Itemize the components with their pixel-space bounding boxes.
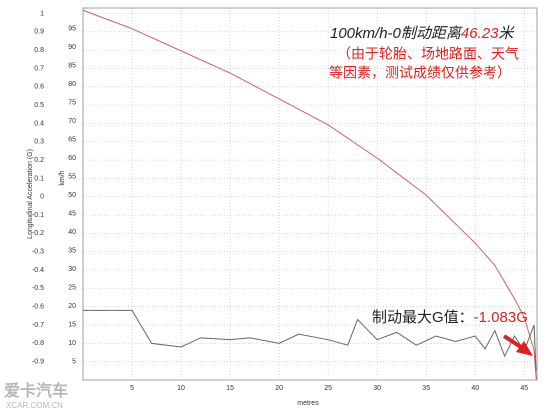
y-tick-label: 0.5: [34, 102, 44, 109]
x-tick-label: 35: [422, 385, 430, 392]
y2-tick-label: 20: [68, 303, 76, 310]
x-axis-title: metres: [297, 400, 319, 407]
y2-tick-label: 70: [68, 118, 76, 125]
y-tick-label: 1: [40, 10, 44, 17]
y-tick-label: -0.7: [32, 322, 44, 329]
plot-frame: [82, 7, 538, 381]
series-line: [82, 9, 537, 381]
y-tick-label: 0.6: [34, 84, 44, 91]
annotation-note: （由于轮胎、场地路面、天气: [337, 46, 519, 62]
x-tick-label: 20: [275, 385, 283, 392]
arrow: [502, 334, 533, 356]
y-tick-label: -0.2: [32, 230, 44, 237]
y-tick-label: -0.4: [32, 267, 44, 274]
x-tick-label: 30: [373, 385, 381, 392]
y2-tick-label: 50: [68, 192, 76, 199]
y2-tick-label: 35: [68, 247, 76, 254]
y2-tick-label: 55: [68, 173, 76, 180]
x-tick-label: 45: [520, 385, 528, 392]
watermark: 爱卡汽车: [4, 381, 68, 400]
x-tick-label: 10: [177, 385, 185, 392]
annotation-value: 46.23: [461, 25, 499, 42]
y2-tick-label: 90: [68, 44, 76, 51]
annotation-note: 等因素，测试成绩仅供参考）: [329, 65, 511, 81]
y-tick-label: -0.8: [32, 340, 44, 347]
y2-axis-title: km/h: [59, 170, 66, 185]
y2-tick-label: 75: [68, 100, 76, 107]
y-tick-label: -0.6: [32, 304, 44, 311]
y2-tick-label: 95: [68, 26, 76, 33]
y2-tick-label: 15: [68, 321, 76, 328]
annotation: 制动最大G值：-1.083G: [372, 309, 528, 326]
x-tick-label: 40: [471, 385, 479, 392]
annotation-text: 制动最大G值：: [372, 309, 474, 326]
y2-tick-label: 85: [68, 63, 76, 70]
y2-tick-label: 65: [68, 136, 76, 143]
y2-tick-label: 10: [68, 340, 76, 347]
y2-tick-label: 40: [68, 229, 76, 236]
y-tick-label: 0.4: [34, 120, 44, 127]
annotation-value: -1.083G: [474, 309, 528, 326]
y-tick-label: 0.7: [34, 65, 44, 72]
y-tick-label: 0.3: [34, 139, 44, 146]
y-tick-label: 0.8: [34, 47, 44, 54]
annotation-text: 100km/h-0制动距离: [330, 25, 463, 42]
y2-tick-label: 80: [68, 81, 76, 88]
x-tick-label: 5: [130, 385, 134, 392]
x-tick-label: 15: [226, 385, 234, 392]
y-tick-label: -0.3: [32, 249, 44, 256]
y2-tick-label: 30: [68, 266, 76, 273]
y-tick-label: -0.5: [32, 285, 44, 292]
y-tick-label: 0: [40, 194, 44, 201]
y-tick-label: -0.9: [32, 359, 44, 366]
y-tick-label: 0.2: [34, 157, 44, 164]
annotation: 100km/h-0制动距离46.23米: [330, 25, 515, 42]
y2-tick-label: 5: [72, 358, 76, 365]
annotation-text: 米: [498, 25, 515, 42]
y-tick-label: 0.9: [34, 29, 44, 36]
series-line: [83, 309, 537, 371]
y-tick-label: -0.1: [32, 212, 44, 219]
x-tick-label: 25: [324, 385, 332, 392]
y2-tick-label: 45: [68, 210, 76, 217]
y2-tick-label: 60: [68, 155, 76, 162]
watermark: XCAR.COM.CN: [6, 401, 63, 410]
y-tick-label: 0.1: [34, 175, 44, 182]
y2-tick-label: 25: [68, 284, 76, 291]
y-axis-title: Longitudinal Acceleration (G): [27, 149, 34, 239]
